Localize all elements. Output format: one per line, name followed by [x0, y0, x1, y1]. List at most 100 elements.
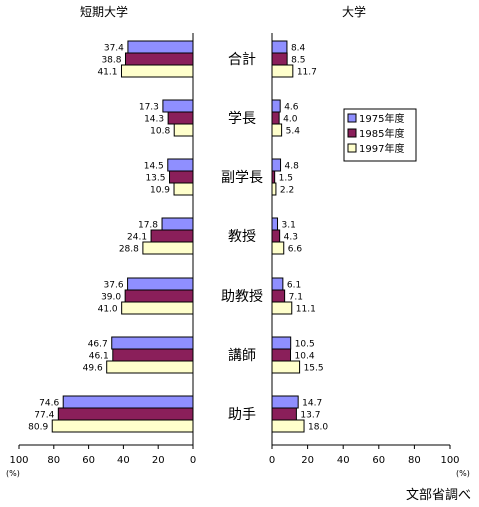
left-tick-label-4: 20 — [152, 455, 165, 466]
bar-univ-0-1 — [271, 52, 288, 66]
bar-short-0-0 — [127, 40, 194, 54]
bar-univ-5-1 — [271, 348, 292, 362]
left-panel: 37.4 38.8 41.1 17.3 14.3 10.8 14.5 13.5 10.9 17.8… — [6, 33, 196, 478]
value-label-univ-3-2: 6.6 — [288, 245, 303, 255]
bar-univ-4-1 — [271, 289, 286, 303]
category-label-5: 講師 — [228, 348, 256, 364]
bar-univ-6-1 — [271, 407, 297, 421]
bar-univ-3-2 — [271, 241, 285, 255]
bar-univ-4-2 — [271, 301, 293, 315]
value-label-short-1-2: 10.8 — [150, 127, 170, 137]
value-label-univ-2-0: 4.8 — [285, 162, 300, 172]
bar-short-4-0 — [127, 277, 194, 291]
bar-short-3-1 — [150, 229, 194, 243]
category-label-4: 助教授 — [221, 289, 263, 305]
source-note: 文部省調べ — [405, 488, 471, 503]
value-label-univ-4-0: 6.1 — [287, 281, 301, 291]
bar-univ-4-0 — [271, 277, 284, 291]
value-label-univ-6-1: 13.7 — [300, 411, 320, 421]
left-tick-label-3: 40 — [117, 455, 130, 466]
legend-label-1: 1985年度 — [359, 127, 404, 140]
value-label-short-4-2: 41.0 — [98, 305, 118, 315]
bar-short-6-0 — [62, 395, 194, 409]
value-label-univ-3-1: 4.3 — [284, 233, 298, 243]
bar-short-6-1 — [57, 407, 194, 421]
bar-short-1-0 — [162, 99, 194, 113]
bar-short-2-0 — [167, 158, 194, 172]
value-label-univ-0-1: 8.5 — [291, 56, 305, 66]
value-label-univ-4-1: 7.1 — [289, 293, 303, 303]
value-label-short-6-2: 80.9 — [28, 423, 48, 433]
bar-short-1-1 — [167, 111, 194, 125]
bar-univ-6-0 — [271, 395, 299, 409]
value-label-univ-0-2: 11.7 — [297, 68, 317, 78]
left-tick-label-5: 0 — [190, 455, 196, 466]
bar-short-3-0 — [161, 217, 194, 231]
value-label-univ-5-2: 15.5 — [304, 364, 324, 374]
bar-univ-2-1 — [271, 170, 276, 184]
bar-univ-3-1 — [271, 229, 281, 243]
value-label-univ-2-1: 1.5 — [279, 174, 293, 184]
value-label-short-2-0: 14.5 — [144, 162, 164, 172]
bar-short-4-1 — [124, 289, 194, 303]
value-label-short-3-1: 24.1 — [127, 233, 147, 243]
bar-univ-6-2 — [271, 419, 305, 433]
bar-short-2-2 — [173, 182, 194, 196]
bar-short-0-2 — [120, 64, 194, 78]
value-label-short-5-1: 46.1 — [89, 352, 109, 362]
bar-univ-1-1 — [271, 111, 280, 125]
bar-short-5-1 — [112, 348, 194, 362]
legend-label-0: 1975年度 — [359, 112, 404, 125]
right-panel: 8.4 8.5 11.7 4.6 4.0 5.4 4.8 1.5 2.2 3.1 4.3 6.6 6.1… — [269, 33, 470, 478]
value-label-univ-5-1: 10.4 — [295, 352, 315, 362]
left-tick-label-0: 100 — [9, 455, 28, 466]
value-label-univ-6-0: 14.7 — [302, 399, 322, 409]
legend-swatch-2 — [347, 143, 357, 153]
legend-label-2: 1997年度 — [359, 142, 404, 155]
bar-univ-0-2 — [271, 64, 294, 78]
value-label-short-1-1: 14.3 — [144, 115, 164, 125]
value-label-univ-1-2: 5.4 — [286, 127, 301, 137]
right-tick-label-5: 100 — [440, 455, 459, 466]
bar-univ-0-0 — [271, 40, 288, 54]
value-label-short-2-2: 10.9 — [150, 186, 170, 196]
value-label-univ-5-0: 10.5 — [295, 340, 315, 350]
bar-short-5-2 — [106, 360, 194, 374]
value-label-univ-0-0: 8.4 — [291, 44, 306, 54]
value-label-univ-1-0: 4.6 — [284, 103, 299, 113]
value-label-short-0-2: 41.1 — [97, 68, 117, 78]
bar-short-5-0 — [111, 336, 194, 350]
legend-swatch-0 — [347, 113, 357, 123]
bar-short-2-1 — [169, 170, 194, 184]
right-tick-label-2: 40 — [337, 455, 350, 466]
right-tick-label-4: 80 — [408, 455, 421, 466]
bar-short-6-2 — [51, 419, 194, 433]
bar-short-1-2 — [173, 123, 194, 137]
value-label-short-2-1: 13.5 — [145, 174, 165, 184]
value-label-short-3-0: 17.8 — [138, 221, 158, 231]
left-tick-label-1: 80 — [47, 455, 60, 466]
left-panel-title: 短期大学 — [80, 4, 128, 19]
category-label-2: 副学長 — [221, 170, 263, 186]
value-label-univ-2-2: 2.2 — [280, 186, 294, 196]
bar-univ-5-0 — [271, 336, 292, 350]
value-label-short-3-2: 28.8 — [119, 245, 139, 255]
legend-swatch-1 — [347, 128, 357, 138]
category-label-6: 助手 — [228, 407, 256, 423]
right-panel-title: 大学 — [342, 4, 366, 19]
category-label-1: 学長 — [228, 111, 256, 127]
value-label-univ-4-2: 11.1 — [296, 305, 316, 315]
bar-univ-5-2 — [271, 360, 301, 374]
bar-short-4-2 — [121, 301, 194, 315]
value-label-univ-3-0: 3.1 — [282, 221, 296, 231]
bar-univ-1-0 — [271, 99, 281, 113]
right-tick-label-1: 20 — [301, 455, 314, 466]
value-label-univ-6-2: 18.0 — [308, 423, 328, 433]
left-tick-label-2: 60 — [82, 455, 95, 466]
right-tick-label-0: 0 — [269, 455, 275, 466]
category-label-3: 教授 — [228, 229, 256, 245]
value-label-short-5-2: 49.6 — [83, 364, 103, 374]
bar-univ-2-0 — [271, 158, 282, 172]
value-label-short-6-1: 77.4 — [34, 411, 54, 421]
